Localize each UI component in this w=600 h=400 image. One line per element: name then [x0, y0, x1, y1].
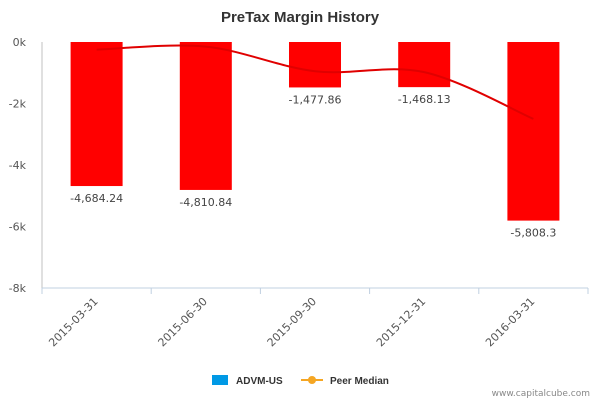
bar [179, 42, 232, 190]
chart-title: PreTax Margin History [221, 9, 380, 26]
y-tick-label: -4k [9, 159, 27, 172]
x-tick-label: 2015-12-31 [374, 295, 428, 349]
y-tick-label: -8k [9, 282, 27, 295]
peer-median-path [96, 44, 534, 120]
bar [507, 42, 560, 221]
credit-text: www.capitalcube.com [492, 389, 590, 399]
x-tick-label: 2015-03-31 [46, 295, 100, 349]
y-tick-label: -6k [9, 221, 27, 234]
bar [398, 42, 451, 88]
legend-label-advm: ADVM-US [236, 376, 283, 387]
legend: ADVM-US Peer Median [212, 375, 389, 387]
x-tick-label: 2016-03-31 [483, 295, 537, 349]
peer-median-line [96, 44, 534, 120]
x-tick-label: 2015-06-30 [156, 295, 210, 349]
legend-swatch-peer-marker [308, 376, 316, 384]
bar-data-label: -4,810.84 [179, 196, 232, 209]
y-tick-label: 0k [13, 36, 27, 49]
legend-swatch-advm [212, 375, 228, 385]
x-tick-label: 2015-09-30 [265, 295, 319, 349]
bar-data-label: -1,468.13 [398, 93, 451, 106]
bar-series [70, 42, 560, 221]
bar [289, 42, 341, 88]
y-tick-label: -2k [9, 98, 27, 111]
bar [70, 42, 123, 187]
legend-label-peer: Peer Median [330, 376, 389, 387]
bar-data-label: -4,684.24 [70, 192, 123, 205]
data-labels: -4,684.24 -4,810.84 -1,477.86 -1,468.13 -5,8… [70, 93, 556, 239]
bar-data-label: -5,808.3 [510, 227, 556, 240]
bar-data-label: -1,477.86 [289, 93, 342, 106]
